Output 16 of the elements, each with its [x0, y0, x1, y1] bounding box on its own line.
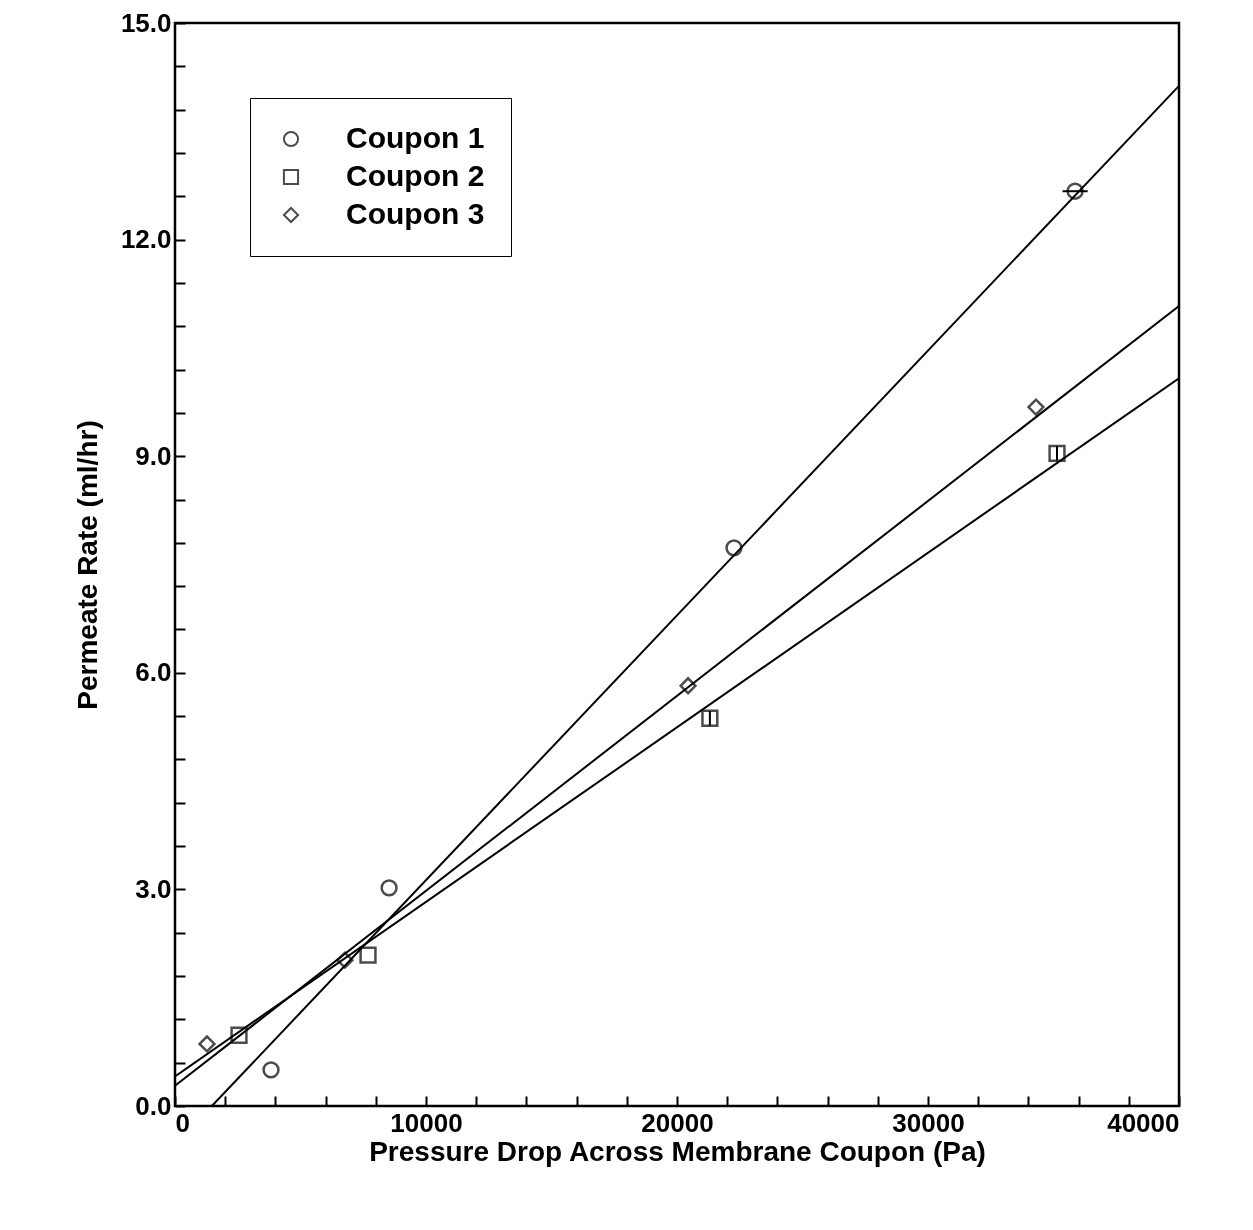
- x-tick-label: 10000: [390, 1107, 463, 1138]
- y-axis-title: Permeate Rate (ml/hr): [71, 420, 103, 710]
- legend-label: Coupon 1: [346, 121, 485, 154]
- y-tick-label: 6.0: [135, 657, 172, 688]
- legend-label: Coupon 3: [346, 197, 485, 230]
- y-tick-label: 9.0: [135, 440, 172, 471]
- x-tick-label: 0: [175, 1107, 190, 1138]
- x-tick-label: 30000: [892, 1107, 965, 1138]
- x-axis-title: Pressure Drop Across Membrane Coupon (Pa): [369, 1135, 986, 1167]
- y-tick-label: 15.0: [120, 7, 172, 38]
- y-tick-label: 12.0: [120, 224, 172, 255]
- y-tick-label: 3.0: [135, 873, 172, 904]
- legend-label: Coupon 2: [346, 159, 485, 192]
- x-tick-label: 20000: [641, 1107, 714, 1138]
- x-tick-label: 40000: [1107, 1107, 1180, 1138]
- y-tick-label: 0.0: [135, 1090, 172, 1121]
